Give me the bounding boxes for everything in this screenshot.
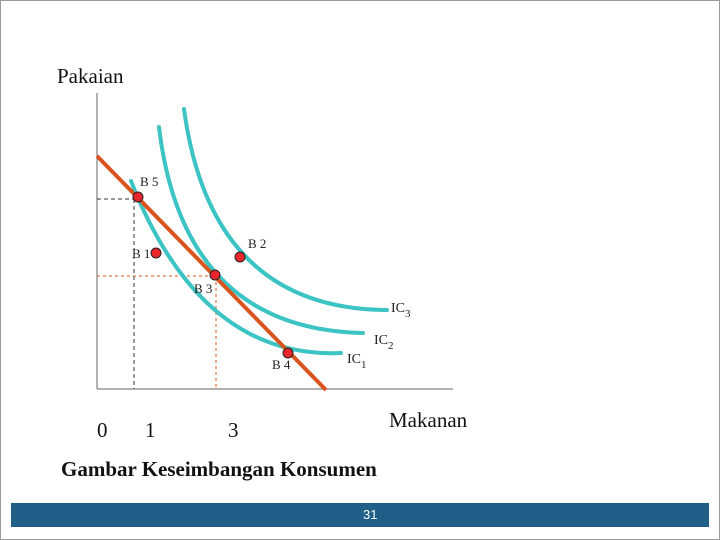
indifference-curve-ic2	[157, 125, 365, 335]
label-b2: B 2	[248, 236, 266, 251]
point-b1	[150, 247, 162, 259]
label-ic1: IC1	[347, 352, 367, 371]
label-ic2: IC2	[374, 333, 394, 352]
y-axis-label: Pakaian	[57, 64, 124, 88]
point-b2	[234, 251, 246, 263]
label-b5: B 5	[140, 174, 158, 189]
point-b4	[282, 347, 294, 359]
indifference-curve-ic3	[182, 107, 389, 312]
point-b5	[132, 191, 144, 203]
page-number: 31	[363, 507, 378, 522]
x-tick-3: 3	[228, 418, 239, 442]
consumer-equilibrium-diagram: B 5 B 1 B 2 B 3 B 4 IC3 IC2 IC1 Pakaian …	[57, 64, 468, 481]
indifference-curve-ic1	[129, 179, 343, 356]
footer-bar: 31	[11, 503, 709, 527]
x-tick-1: 1	[145, 418, 156, 442]
x-axis-label: Makanan	[389, 408, 468, 432]
origin-label: 0	[97, 418, 108, 442]
point-b3	[209, 269, 221, 281]
label-b1: B 1	[132, 246, 150, 261]
label-b3: B 3	[194, 281, 212, 296]
label-b4: B 4	[272, 357, 291, 372]
figure-caption: Gambar Keseimbangan Konsumen	[61, 457, 377, 481]
label-ic3: IC3	[391, 301, 411, 320]
